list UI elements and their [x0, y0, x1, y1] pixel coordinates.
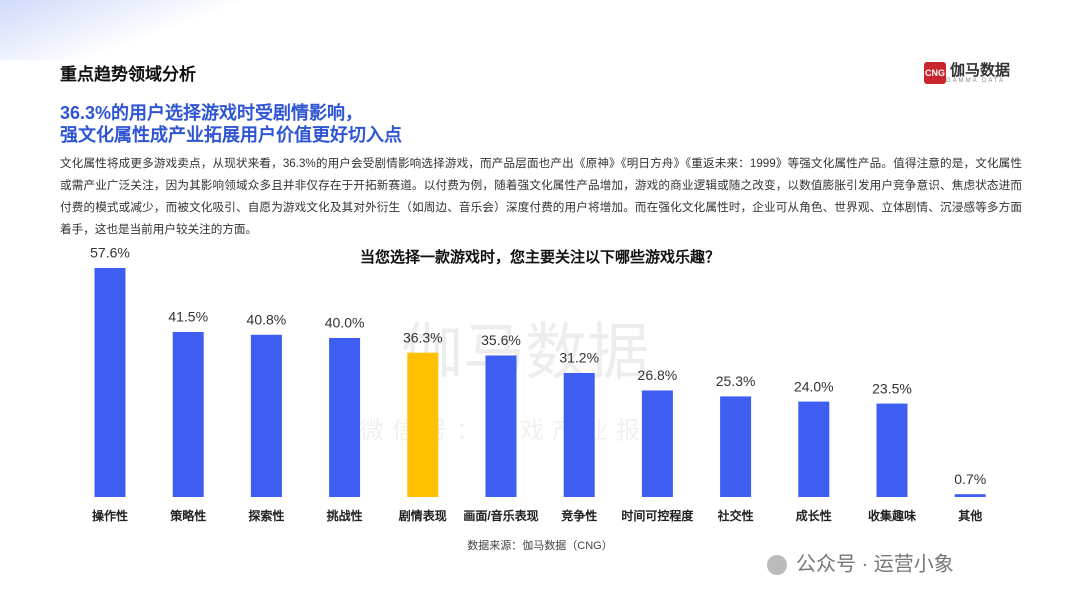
bar: [563, 372, 595, 497]
logo-text: 伽马数据 GAMMA DATA: [946, 63, 1010, 84]
value-label: 40.0%: [325, 315, 365, 331]
logo-icon: CNG: [924, 62, 946, 84]
logo: CNG 伽马数据 GAMMA DATA: [924, 62, 1010, 84]
x-tick-label: 剧情表现: [399, 508, 447, 523]
bar: [720, 396, 752, 497]
bar: [954, 494, 986, 497]
bar: [407, 352, 439, 497]
x-tick-label: 探索性: [248, 508, 284, 523]
logo-name: 伽马数据: [950, 61, 1011, 79]
bar: [94, 268, 126, 497]
bar: [641, 390, 673, 497]
watermark: 伽马数据: [401, 318, 649, 387]
bar: [876, 403, 908, 497]
value-label: 36.3%: [403, 329, 443, 345]
value-label: 0.7%: [954, 471, 986, 487]
paragraph: 文化属性将成更多游戏卖点，从现状来看，36.3%的用户会受剧情影响选择游戏，而产…: [60, 157, 1022, 236]
bar: [798, 401, 830, 497]
value-label: 24.0%: [794, 378, 834, 394]
page-title: 重点趋势领域分析: [60, 65, 196, 84]
value-label: 26.8%: [638, 367, 678, 383]
value-label: 25.3%: [716, 373, 756, 389]
value-label: 23.5%: [872, 380, 912, 396]
x-tick-label: 竞争性: [561, 508, 597, 523]
chart-title: 当您选择一款游戏时，您主要关注以下哪些游戏乐趣？: [360, 248, 720, 266]
bar: [485, 355, 517, 497]
decoration: [0, 0, 260, 60]
source: 数据来源：伽马数据（CNG）: [467, 538, 612, 552]
value-label: 31.2%: [559, 350, 599, 366]
value-label: 41.5%: [168, 309, 208, 325]
x-tick-label: 画面/音乐表现: [463, 508, 538, 523]
x-tick-label: 挑战性: [327, 508, 363, 523]
x-tick-label: 其他: [958, 508, 982, 523]
x-tick-label: 社交性: [717, 508, 754, 523]
x-tick-label: 收集趣味: [868, 508, 916, 523]
subtitle: 强文化属性成产业拓展用户价值更好切入点: [60, 125, 402, 145]
value-label: 35.6%: [481, 332, 521, 348]
bar: [172, 332, 204, 497]
x-tick-label: 策略性: [170, 508, 206, 523]
wechat-icon: [767, 555, 787, 575]
logo-en: GAMMA DATA: [946, 77, 1006, 84]
x-tick-label: 操作性: [92, 508, 128, 523]
x-tick-label: 成长性: [796, 508, 832, 523]
value-label: 57.6%: [90, 245, 130, 261]
value-label: 40.8%: [247, 311, 287, 327]
watermark-account: 公众号 · 运营小象: [796, 552, 954, 575]
subtitle: 36.3%的用户选择游戏时受剧情影响，: [60, 103, 364, 123]
bar: [250, 334, 282, 497]
x-tick-label: 时间可控程度: [621, 508, 694, 523]
bar: [329, 337, 361, 497]
